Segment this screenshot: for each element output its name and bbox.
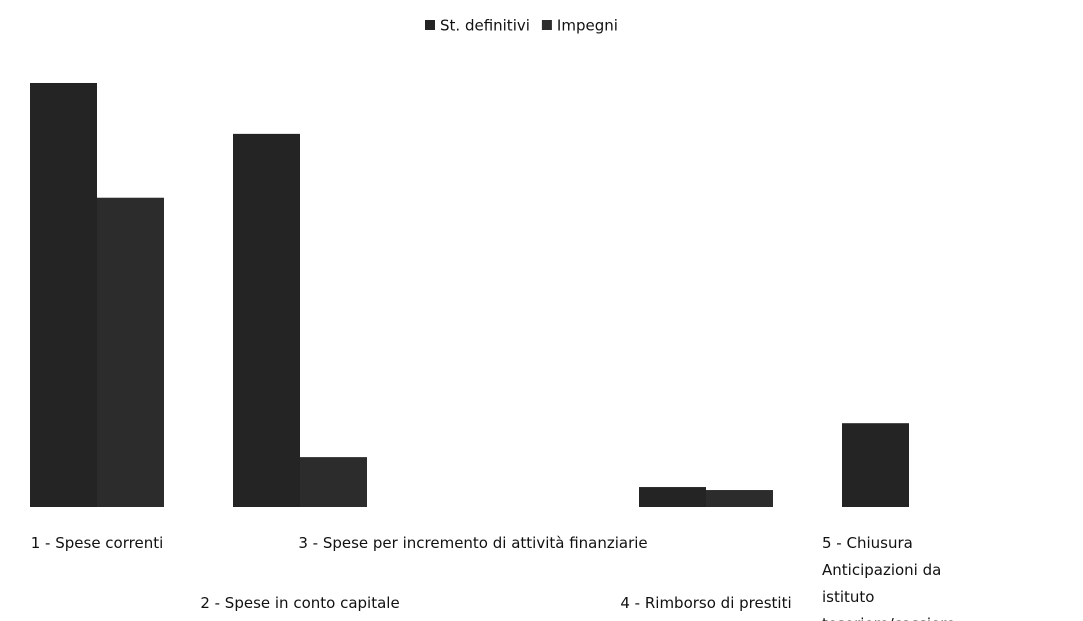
bar xyxy=(842,423,909,507)
x-tick-label: 2 - Spese in conto capitale xyxy=(200,594,400,612)
legend-swatch xyxy=(425,20,435,30)
bar xyxy=(706,490,773,507)
bar xyxy=(30,82,97,507)
bar xyxy=(233,133,300,508)
legend-label: Impegni xyxy=(557,17,618,35)
x-tick-label: 5 - Chiusura Anticipazioni da istituto t… xyxy=(822,534,955,621)
x-tick-label: 3 - Spese per incremento di attività fin… xyxy=(298,534,648,552)
bar xyxy=(97,197,164,507)
bar xyxy=(300,457,367,507)
legend-label: St. definitivi xyxy=(440,17,530,35)
x-tick-label: 4 - Rimborso di prestiti xyxy=(620,594,792,612)
bar xyxy=(639,487,706,507)
x-tick-label: 1 - Spese correnti xyxy=(30,534,164,552)
legend-swatch xyxy=(541,20,552,30)
